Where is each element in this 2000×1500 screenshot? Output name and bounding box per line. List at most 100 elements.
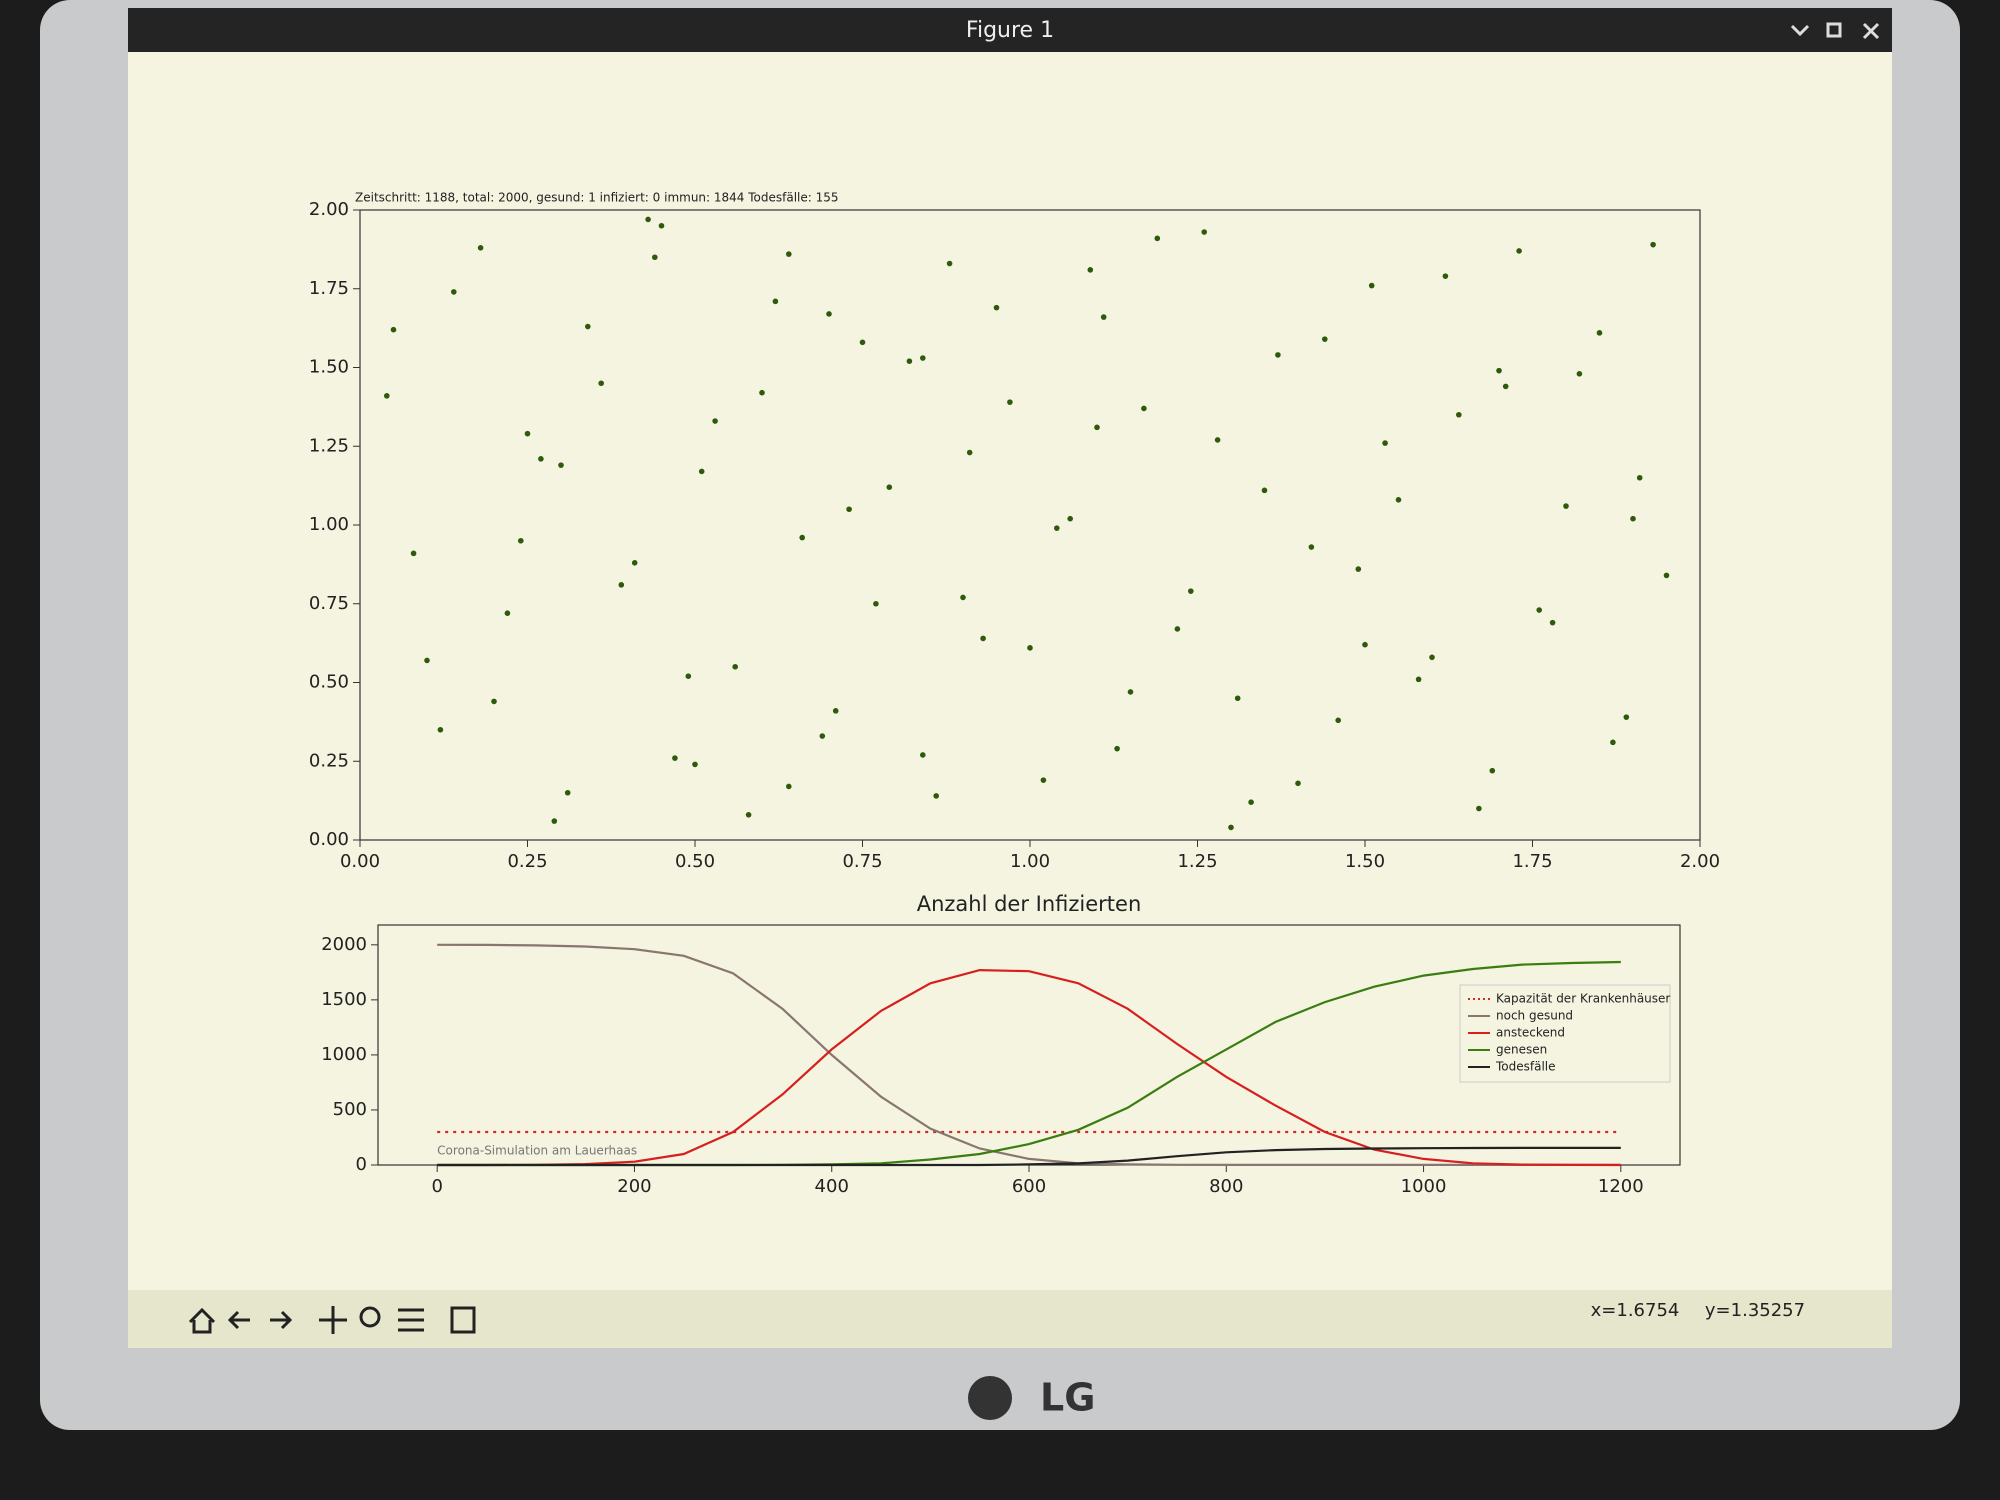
point bbox=[1415, 676, 1422, 683]
point bbox=[1214, 437, 1221, 443]
point bbox=[1275, 352, 1281, 358]
point bbox=[410, 550, 417, 557]
configure-button[interactable] bbox=[398, 1308, 424, 1332]
point bbox=[745, 812, 752, 818]
point bbox=[920, 355, 926, 361]
point bbox=[1295, 780, 1301, 787]
point bbox=[1087, 267, 1094, 273]
point bbox=[1040, 777, 1047, 783]
point bbox=[1234, 695, 1241, 702]
y-tick-label: 0.25 bbox=[309, 750, 349, 771]
point bbox=[873, 600, 879, 607]
point bbox=[1636, 474, 1643, 481]
point bbox=[1027, 645, 1033, 651]
point bbox=[1368, 282, 1375, 289]
brand-logo bbox=[968, 1376, 1012, 1420]
x-tick-label: 0.50 bbox=[675, 851, 715, 872]
legend-label: Todesfälle bbox=[1495, 1060, 1556, 1074]
point bbox=[672, 755, 678, 761]
home-button[interactable] bbox=[188, 1307, 216, 1334]
minimize-button[interactable] bbox=[1790, 24, 1810, 37]
point bbox=[564, 789, 571, 796]
point bbox=[477, 245, 484, 251]
chart-title: Anzahl der Infizierten bbox=[917, 892, 1142, 916]
point bbox=[906, 358, 913, 365]
y-tick-label: 0 bbox=[356, 1154, 367, 1175]
point bbox=[832, 708, 839, 714]
point bbox=[1516, 248, 1522, 254]
point bbox=[786, 783, 792, 790]
point bbox=[1663, 572, 1670, 579]
point bbox=[732, 663, 738, 670]
point bbox=[920, 752, 926, 758]
point bbox=[524, 430, 531, 437]
y-tick-label: 2.00 bbox=[309, 199, 349, 220]
point bbox=[960, 594, 966, 601]
point bbox=[1362, 641, 1368, 648]
point bbox=[658, 222, 665, 229]
pan-button[interactable] bbox=[319, 1306, 347, 1334]
x-tick-label: 400 bbox=[815, 1176, 849, 1197]
status-y: y=1.35257 bbox=[1705, 1300, 1805, 1321]
x-tick-label: 0.00 bbox=[340, 851, 380, 872]
point bbox=[491, 698, 497, 705]
annotation: Zeitschritt: 1188, total: 2000, gesund: … bbox=[355, 191, 839, 205]
point bbox=[551, 818, 558, 824]
x-tick-label: 0.25 bbox=[507, 851, 547, 872]
point bbox=[1114, 745, 1120, 752]
point bbox=[1496, 367, 1502, 374]
point bbox=[518, 537, 524, 544]
point bbox=[980, 635, 986, 642]
forward-button[interactable] bbox=[270, 1310, 293, 1330]
point bbox=[846, 506, 852, 513]
legend-label: noch gesund bbox=[1496, 1009, 1573, 1023]
point bbox=[692, 761, 698, 768]
point bbox=[558, 462, 564, 468]
point bbox=[1623, 714, 1630, 720]
point bbox=[1429, 654, 1435, 661]
y-tick-label: 1500 bbox=[321, 989, 367, 1010]
point bbox=[799, 534, 805, 541]
point bbox=[437, 726, 444, 733]
point bbox=[698, 468, 705, 475]
y-tick-label: 1.00 bbox=[309, 514, 349, 535]
point bbox=[1563, 503, 1569, 509]
point bbox=[451, 289, 457, 295]
point bbox=[1489, 767, 1496, 774]
point bbox=[384, 393, 390, 399]
point bbox=[1395, 497, 1402, 503]
annotation: Corona-Simulation am Lauerhaas bbox=[437, 1144, 637, 1158]
save-button[interactable] bbox=[450, 1306, 476, 1334]
maximize-button[interactable] bbox=[1826, 22, 1842, 38]
point bbox=[390, 326, 397, 333]
x-tick-label: 1200 bbox=[1598, 1176, 1644, 1197]
point bbox=[1188, 588, 1194, 594]
point bbox=[1054, 525, 1060, 531]
point bbox=[1100, 314, 1107, 320]
point bbox=[1536, 607, 1542, 613]
close-button[interactable] bbox=[1862, 22, 1880, 40]
x-tick-label: 2.00 bbox=[1680, 851, 1720, 872]
zoom-button[interactable] bbox=[359, 1306, 381, 1328]
point bbox=[1201, 229, 1207, 235]
series-line bbox=[437, 1146, 1621, 1167]
point bbox=[1141, 405, 1147, 412]
back-button[interactable] bbox=[227, 1310, 250, 1330]
x-tick-label: 200 bbox=[617, 1176, 651, 1197]
point bbox=[1174, 626, 1181, 632]
figure-window bbox=[128, 8, 1892, 1348]
point bbox=[585, 323, 591, 330]
point bbox=[1576, 371, 1583, 377]
point bbox=[886, 484, 893, 491]
x-tick-label: 600 bbox=[1012, 1176, 1046, 1197]
point bbox=[819, 733, 826, 739]
point bbox=[1382, 440, 1388, 446]
x-tick-label: 800 bbox=[1209, 1176, 1243, 1197]
point bbox=[1067, 515, 1073, 522]
y-tick-label: 0.50 bbox=[309, 672, 349, 693]
point bbox=[1355, 566, 1362, 572]
point bbox=[1596, 330, 1603, 336]
x-tick-label: 1.00 bbox=[1010, 851, 1050, 872]
point bbox=[1442, 273, 1449, 279]
